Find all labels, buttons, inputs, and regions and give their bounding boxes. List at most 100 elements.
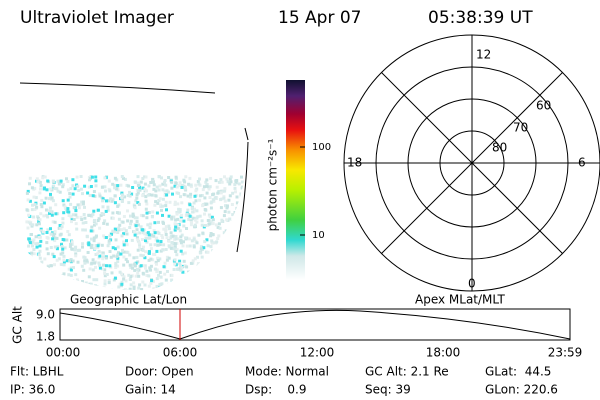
image-pixel [222, 214, 226, 218]
image-pixel [157, 188, 161, 192]
image-pixel [240, 245, 244, 249]
image-pixel [138, 283, 142, 287]
image-pixel [206, 284, 210, 288]
image-pixel [174, 218, 178, 222]
image-pixel [95, 234, 98, 238]
image-pixel [225, 177, 229, 181]
image-pixel [29, 222, 32, 226]
image-pixel [198, 194, 202, 198]
image-pixel [176, 283, 180, 287]
image-pixel [173, 288, 177, 291]
image-pixel [163, 179, 167, 182]
image-pixel [152, 234, 156, 238]
image-pixel [51, 179, 55, 183]
image-pixel [205, 202, 209, 206]
limb-arc [236, 141, 249, 253]
lat-label: 70 [513, 121, 528, 135]
image-pixel [235, 195, 239, 199]
image-pixel [177, 184, 181, 188]
image-pixel [56, 179, 60, 183]
image-pixel [52, 255, 56, 259]
image-pixel [230, 203, 234, 206]
image-pixel [74, 273, 78, 277]
image-pixel [163, 180, 166, 184]
image-pixel [225, 218, 229, 222]
image-pixel [195, 220, 199, 224]
image-pixel [160, 208, 163, 212]
image-pixel [154, 194, 158, 198]
image-pixel [156, 239, 160, 243]
image-pixel [226, 180, 230, 184]
image-pixel [122, 250, 126, 254]
image-pixel [94, 265, 97, 269]
image-pixel [49, 209, 53, 213]
image-pixel [203, 203, 207, 206]
image-pixel [117, 226, 121, 230]
image-pixel [224, 243, 228, 247]
image-pixel [102, 234, 106, 238]
image-pixel [233, 285, 237, 289]
image-pixel [135, 216, 139, 220]
image-pixel [47, 209, 51, 213]
image-pixel [170, 215, 173, 219]
image-pixel [199, 247, 203, 251]
image-pixel [49, 264, 53, 268]
image-pixel [98, 192, 102, 196]
image-pixel [185, 265, 189, 269]
image-pixel [182, 259, 186, 263]
image-pixel [173, 222, 177, 226]
image-pixel [40, 260, 44, 264]
image-pixel [164, 233, 168, 236]
image-pixel [32, 277, 36, 281]
image-pixel [179, 268, 183, 272]
image-pixel [189, 285, 193, 289]
image-pixel [221, 189, 225, 193]
image-pixel [108, 234, 112, 238]
image-pixel [92, 278, 96, 282]
image-pixel [170, 281, 174, 285]
image-pixel [141, 228, 145, 232]
image-pixel [39, 203, 43, 206]
image-pixel [223, 257, 226, 261]
image-pixel [37, 286, 41, 290]
image-pixel [103, 185, 107, 189]
image-pixel [175, 211, 179, 214]
image-pixel [189, 219, 193, 223]
image-pixel [172, 241, 176, 245]
image-pixel [51, 199, 55, 203]
image-pixel [45, 241, 49, 245]
image-pixel [203, 240, 207, 244]
image-pixel [146, 223, 150, 227]
image-pixel [156, 256, 160, 260]
image-pixel [151, 180, 155, 184]
image-pixel [78, 248, 82, 252]
image-pixel [154, 189, 158, 193]
image-pixel [93, 247, 97, 250]
image-pixel [143, 187, 147, 191]
time: 05:38:39 UT [428, 8, 533, 28]
image-pixel [25, 220, 29, 224]
date: 15 Apr 07 [278, 8, 361, 28]
image-pixel [51, 252, 55, 256]
image-pixel [130, 263, 134, 267]
image-pixel [148, 226, 152, 229]
image-pixel [71, 184, 75, 188]
image-pixel [107, 239, 111, 243]
image-pixel [141, 264, 145, 268]
image-pixel [158, 282, 162, 286]
image-pixel [127, 201, 131, 205]
image-pixel [244, 237, 245, 241]
image-pixel [191, 259, 195, 263]
image-pixel [92, 190, 96, 193]
image-pixel [85, 235, 89, 239]
image-pixel [49, 187, 53, 191]
image-pixel [81, 221, 85, 225]
image-pixel [107, 279, 111, 282]
image-pixel [125, 239, 128, 243]
image-pixel [165, 236, 169, 240]
image-pixel [180, 186, 184, 189]
image-pixel [32, 238, 36, 242]
image-pixel [49, 246, 53, 249]
lat-label: 60 [536, 99, 551, 113]
image-pixel [231, 261, 234, 265]
